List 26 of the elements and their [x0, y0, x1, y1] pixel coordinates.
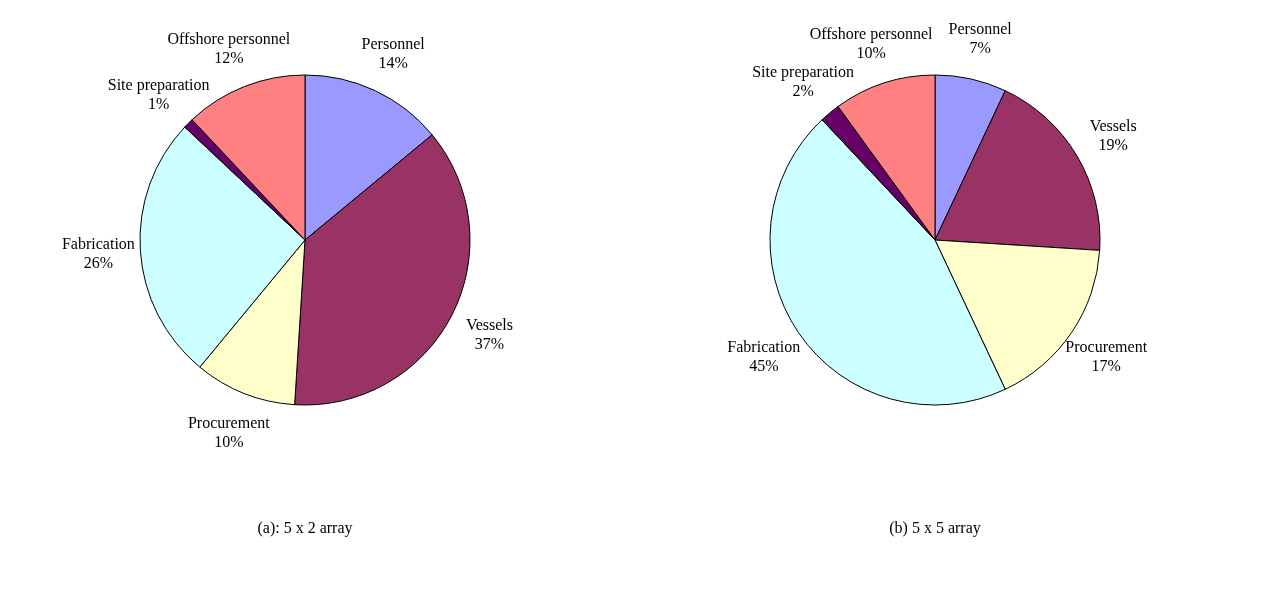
slice-label: Site preparation: [752, 62, 854, 81]
slice-label: Vessels: [1089, 116, 1137, 134]
data-label: 10%: [214, 433, 244, 451]
slice-label: Personnel: [361, 34, 426, 52]
data-label: 37%: [474, 334, 505, 352]
slice-label: Vessels: [465, 315, 513, 333]
slice-label: Fabrication: [61, 235, 135, 252]
data-label: 12%: [214, 48, 244, 66]
data-label: 7%: [969, 38, 991, 56]
text: (a): 5 x 2 array: [257, 519, 353, 537]
data-label: 10%: [856, 44, 886, 62]
slice-label: Site preparation: [107, 75, 210, 94]
data-label: 14%: [378, 53, 408, 71]
slice-label: Procurement: [1065, 338, 1148, 356]
data-label: 45%: [749, 357, 779, 375]
text: (b) 5 x 5 array: [889, 519, 981, 537]
data-label: 26%: [83, 254, 114, 271]
slice-label: Fabrication: [727, 338, 801, 356]
slice-label: Procurement: [187, 414, 271, 432]
data-label: 19%: [1098, 135, 1128, 153]
slice-label: Personnel: [948, 19, 1013, 37]
data-label: 17%: [1091, 357, 1121, 375]
slice-label: Offshore personnel: [809, 25, 933, 44]
data-label: 2%: [792, 81, 814, 99]
slice-label: Offshore personnel: [167, 29, 291, 48]
data-label: 1%: [147, 94, 170, 112]
